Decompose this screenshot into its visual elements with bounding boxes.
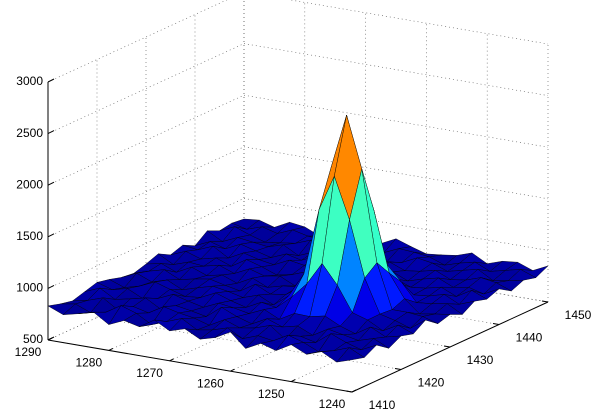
y-tick-label: 1430 xyxy=(467,353,494,367)
z-tick-label: 3000 xyxy=(16,74,43,88)
y-tick-label: 1440 xyxy=(516,331,543,345)
z-tick xyxy=(47,284,55,289)
z-tick-label: 500 xyxy=(23,332,43,346)
y-tick-label: 1420 xyxy=(418,376,445,390)
x-tick-label: 1290 xyxy=(15,345,42,359)
z-tick xyxy=(47,181,55,186)
z-tick-label: 1000 xyxy=(16,281,43,295)
x-tick xyxy=(290,379,296,383)
z-tick xyxy=(47,78,55,83)
z-tick-label: 2500 xyxy=(16,126,43,140)
z-tick xyxy=(47,233,55,238)
y-tick xyxy=(345,390,353,393)
y-tick xyxy=(492,323,500,325)
y-tick xyxy=(541,300,549,303)
y-tick-label: 1450 xyxy=(565,308,592,322)
z-tick-label: 1500 xyxy=(16,229,43,243)
x-tick xyxy=(169,358,174,362)
surface-patch xyxy=(336,347,365,363)
z-tick xyxy=(47,130,55,135)
x-tick-label: 1250 xyxy=(258,387,285,401)
y-tick xyxy=(394,368,402,370)
x-tick-label: 1240 xyxy=(319,397,346,411)
x-tick-label: 1280 xyxy=(75,356,102,370)
y-tick xyxy=(443,345,451,348)
z-tick-label: 2000 xyxy=(16,177,43,191)
y-tick-label: 1410 xyxy=(369,398,396,411)
x-tick-label: 1260 xyxy=(197,376,224,390)
x-tick xyxy=(230,368,235,372)
x-tick xyxy=(351,389,357,393)
x-axis xyxy=(47,339,353,393)
x-tick xyxy=(47,337,53,341)
x-tick xyxy=(108,347,114,351)
x-tick-label: 1270 xyxy=(136,366,163,380)
